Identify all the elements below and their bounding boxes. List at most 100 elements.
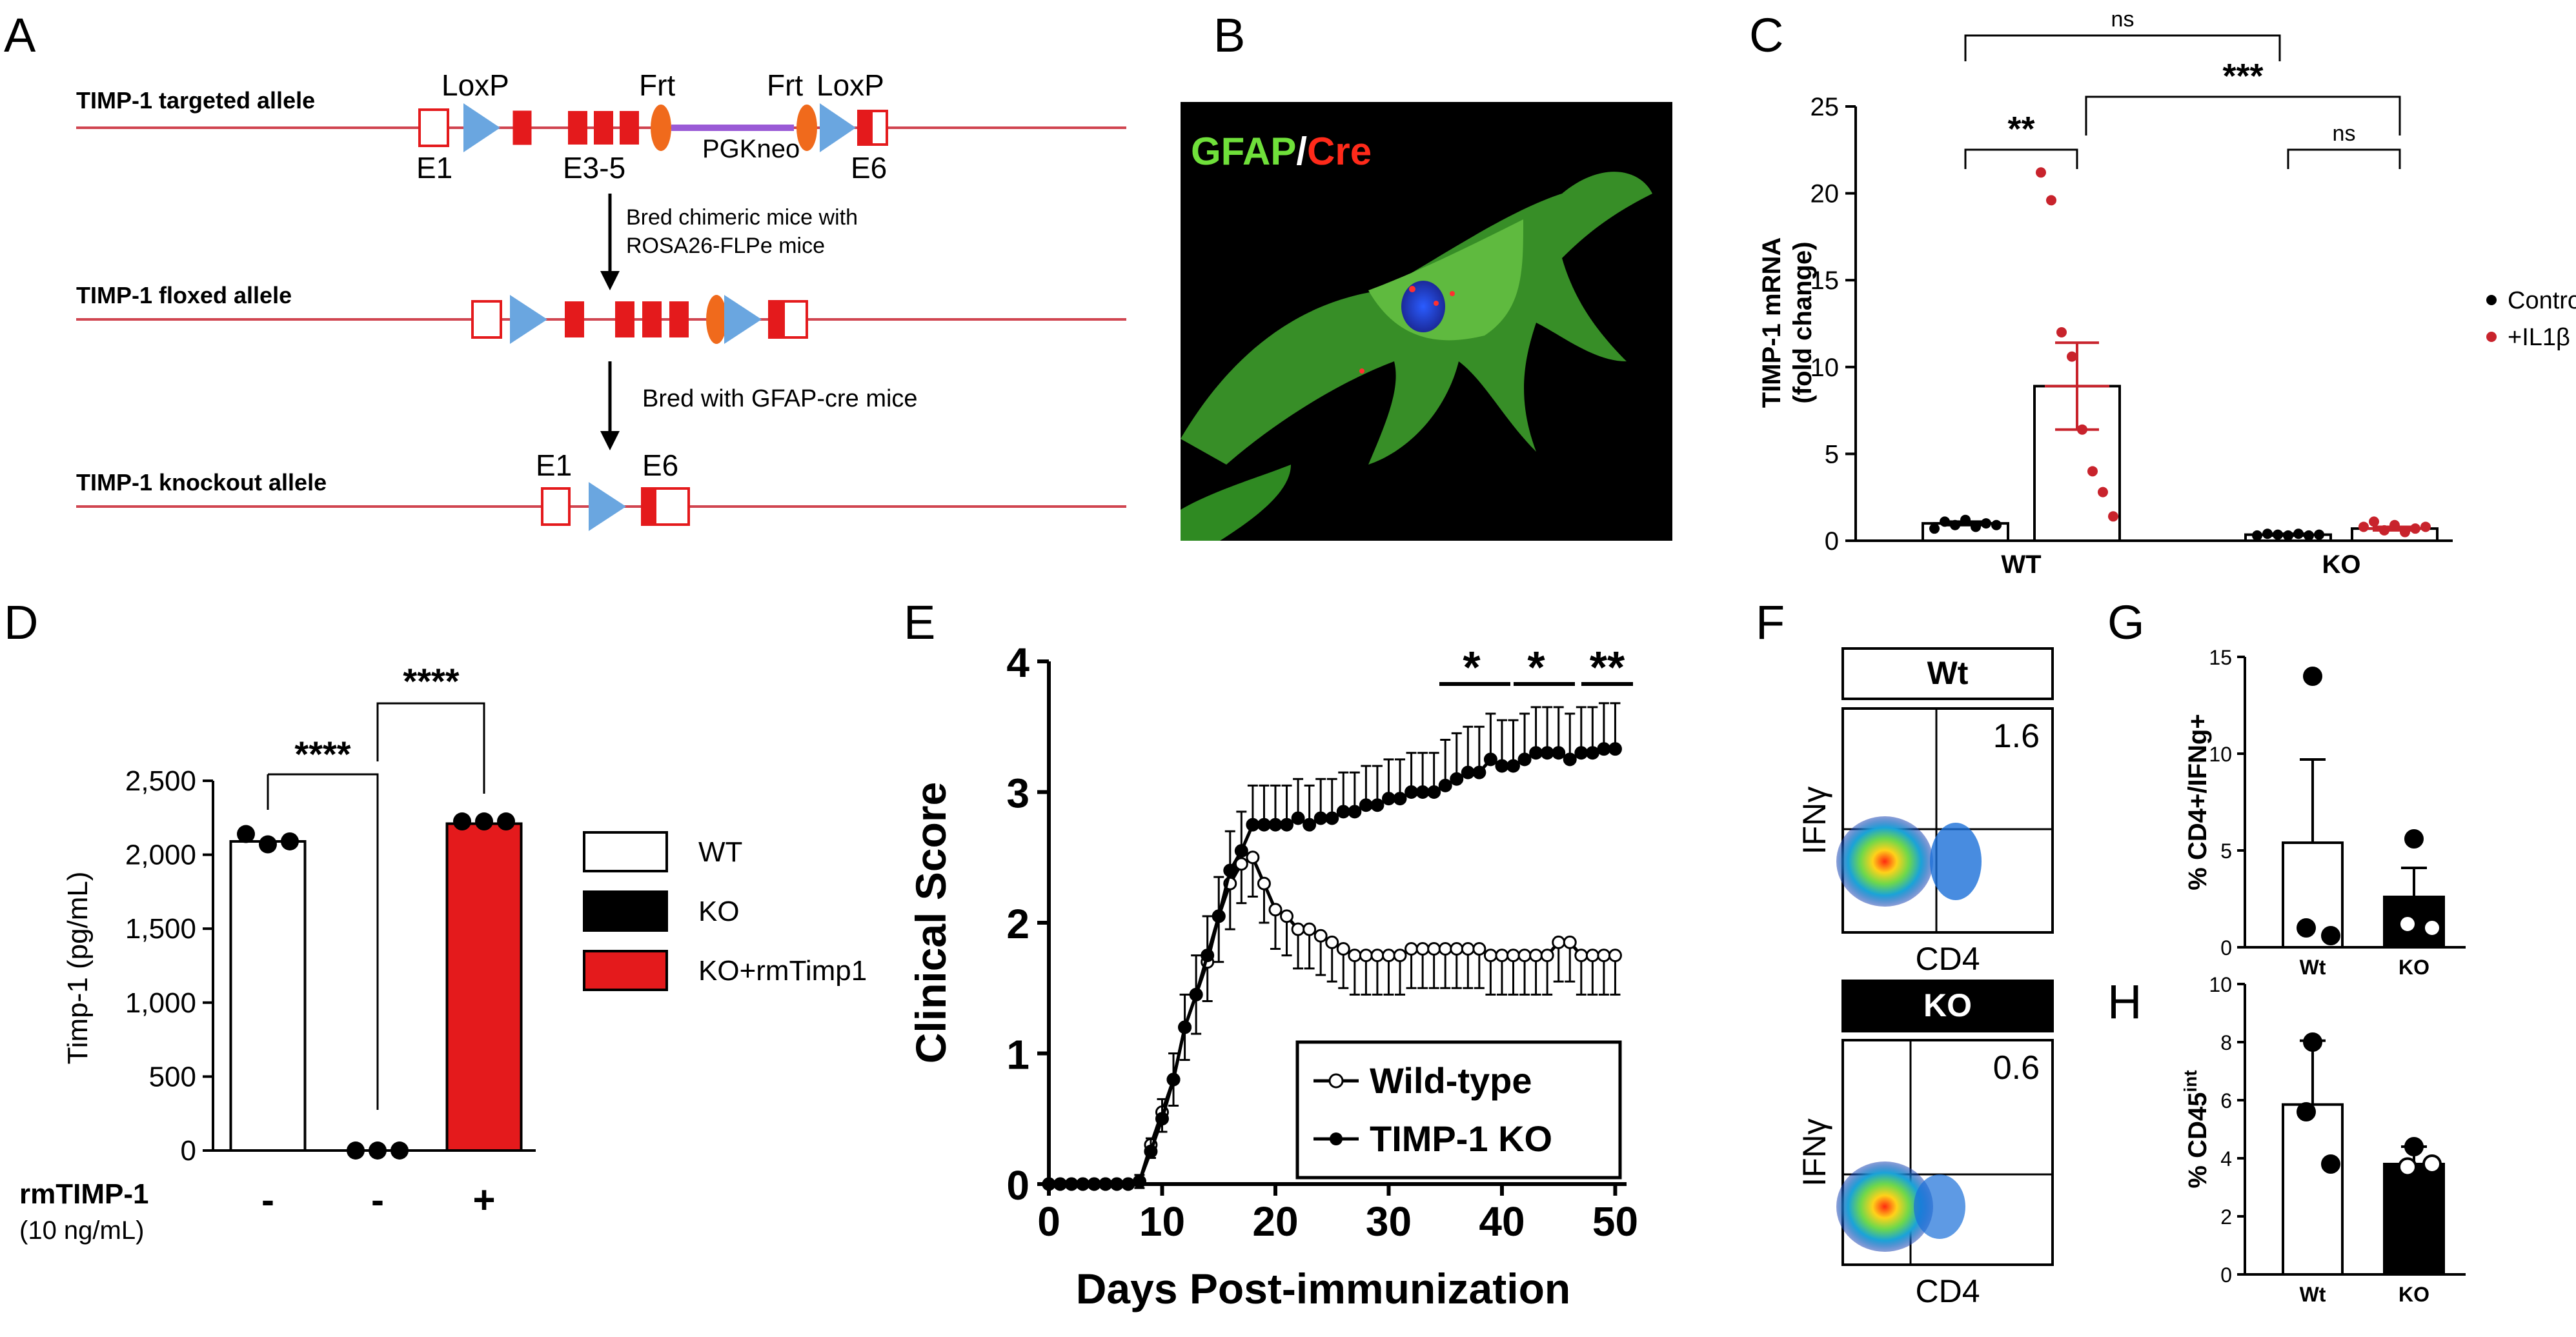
e-data-point — [1472, 765, 1486, 779]
c-y-tick-label: 10 — [1810, 354, 1840, 382]
d-y-tick-label: 1,000 — [125, 987, 196, 1019]
targeted-allele-label: TIMP-1 targeted allele — [76, 87, 315, 114]
e-data-point — [1201, 949, 1215, 963]
e-data-point — [1257, 876, 1271, 890]
e-data-point — [1359, 949, 1373, 963]
e-data-point — [1483, 752, 1497, 767]
e-legend-marker-wt — [1328, 1073, 1344, 1089]
c-data-point — [1950, 519, 1960, 530]
loxp-label-2: LoxP — [816, 68, 884, 102]
h-data-point — [2321, 1154, 2340, 1174]
e-data-point — [1585, 746, 1599, 760]
e-data-point — [1280, 909, 1294, 923]
g-data-point — [2321, 926, 2340, 945]
c-sig-ns-2-label: ns — [2333, 121, 2356, 146]
panel-b-micrograph: GFAP/Cre — [1181, 102, 1672, 541]
e-data-point — [1313, 929, 1328, 943]
f-xlabel: CD4 — [1915, 941, 1980, 977]
e-data-point — [1529, 949, 1543, 963]
d-data-point — [281, 832, 299, 850]
panel-letter-d: D — [4, 596, 38, 649]
c-data-point — [2420, 521, 2431, 532]
e-data-point — [1450, 942, 1464, 956]
d-ylabel: Timp-1 (pg/mL) — [62, 871, 94, 1064]
h-bar — [2282, 1103, 2344, 1276]
d-y-tick-label: 2,000 — [125, 839, 196, 871]
e-data-point — [1087, 1177, 1101, 1191]
c-data-point — [2400, 527, 2410, 538]
e-data-point — [1563, 935, 1577, 949]
svg-text:GFAP/Cre: GFAP/Cre — [1191, 130, 1372, 173]
c-data-point — [2056, 327, 2067, 337]
d-legend-label: WT — [698, 836, 742, 868]
gfap-label: GFAP — [1191, 130, 1296, 173]
c-y-tick-label: 0 — [1825, 527, 1839, 556]
e-data-point — [1064, 1177, 1079, 1191]
c-category-label: KO — [2322, 550, 2361, 579]
e-data-point — [1336, 942, 1350, 956]
h-data-point — [2303, 1032, 2322, 1052]
e-data-point — [1042, 1177, 1056, 1191]
h-y-tick-label: 6 — [2220, 1089, 2232, 1112]
e-data-point — [1415, 785, 1430, 799]
d-data-point — [497, 812, 515, 831]
e-legend-marker-ko — [1330, 1132, 1343, 1145]
g-data-point — [2398, 914, 2417, 934]
floxed-allele-label: TIMP-1 floxed allele — [76, 282, 292, 308]
e-data-point — [1585, 949, 1599, 963]
e-data-point — [1506, 759, 1521, 773]
c-category-label: WT — [2001, 550, 2041, 579]
e-data-point — [1393, 949, 1407, 963]
slash-label: / — [1296, 130, 1307, 173]
e-x-tick-label: 20 — [1252, 1198, 1298, 1245]
e-data-point — [1268, 903, 1283, 917]
e-data-point — [1438, 778, 1452, 792]
e-data-point — [1132, 1174, 1146, 1189]
e-data-point — [1144, 1144, 1158, 1158]
d-xrow-label: rmTIMP-1 — [19, 1178, 148, 1210]
c-data-point — [2262, 528, 2273, 539]
frt-label-2: Frt — [767, 68, 803, 102]
panel-letter-h: H — [2107, 975, 2142, 1029]
e-data-point — [1313, 811, 1328, 825]
e1-label: E1 — [416, 151, 452, 185]
f-cell-density — [1836, 1161, 1933, 1252]
c-data-point — [2369, 516, 2379, 527]
c-data-point — [1960, 514, 1971, 525]
h-ylabel-superscript: int — [2180, 1070, 2200, 1092]
e-data-point — [1427, 942, 1441, 956]
c-data-point — [2046, 195, 2056, 206]
e-data-point — [1280, 818, 1294, 832]
d-xrow-sublabel: (10 ng/mL) — [19, 1216, 144, 1245]
e-data-point — [1495, 759, 1509, 773]
e-data-point — [1166, 1072, 1181, 1087]
step1-text-2: ROSA26-FLPe mice — [626, 234, 825, 258]
e-data-point — [1110, 1177, 1124, 1191]
d-xrow-value: - — [261, 1178, 274, 1221]
c-data-point — [1971, 521, 1981, 532]
e-x-tick-label: 40 — [1479, 1198, 1525, 1245]
e-x-tick-label: 10 — [1139, 1198, 1185, 1245]
e-ylabel: Clinical Score — [907, 782, 955, 1064]
e-data-point — [1405, 942, 1419, 956]
c-ylabel-1: TIMP-1 mRNA — [1758, 237, 1786, 408]
c-y-tick-label: 20 — [1810, 180, 1840, 208]
e-x-tick-label: 0 — [1037, 1198, 1060, 1245]
e-data-point — [1212, 909, 1226, 923]
c-sig-3star — [2085, 96, 2401, 136]
g-y-tick-label: 5 — [2220, 839, 2232, 863]
panel-letter-g: G — [2107, 596, 2145, 649]
panel-c-chart: 0 5 10 15 20 25 TIMP-1 mRNA (fold change) WT KO ns… — [1758, 7, 2576, 579]
c-ylabel-2: (fold change) — [1789, 241, 1817, 403]
e-y-tick-label: 0 — [1006, 1162, 1029, 1209]
f-cell-density-2 — [1930, 823, 1982, 900]
d-sig-label-1: **** — [294, 734, 350, 774]
e-data-point — [1121, 1177, 1135, 1191]
nucleus — [1401, 281, 1445, 332]
c-sig-3star-label: *** — [2222, 57, 2263, 96]
e-data-point — [1552, 746, 1566, 760]
e-data-point — [1336, 805, 1350, 819]
d-legend-swatch — [583, 950, 668, 991]
e-data-point — [1303, 922, 1317, 936]
h-y-tick-label: 10 — [2209, 973, 2232, 996]
